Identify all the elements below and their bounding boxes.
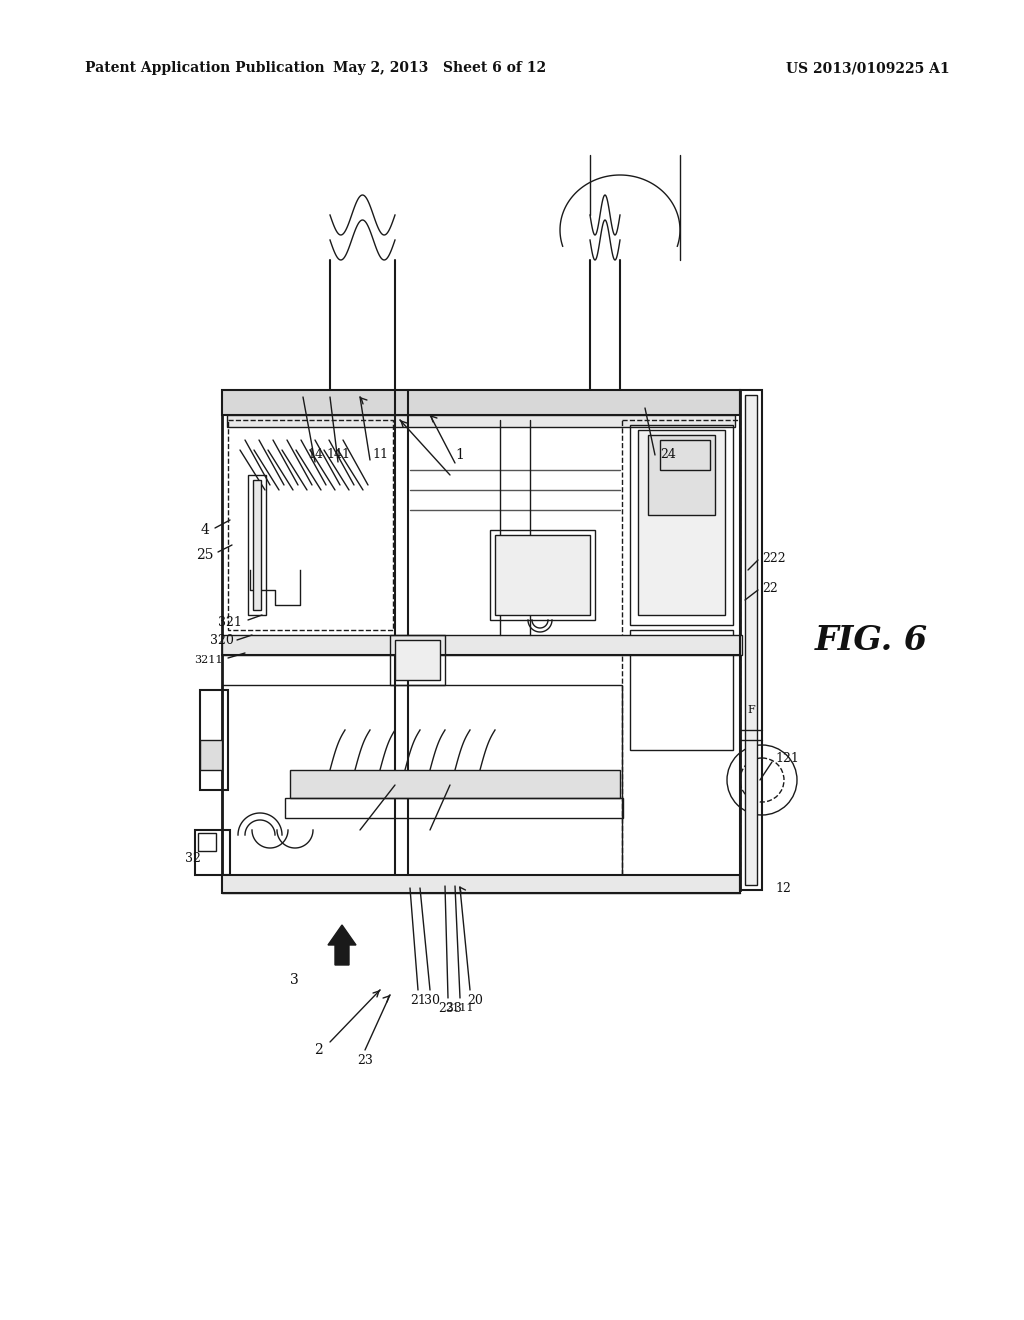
Bar	[660, 440, 710, 470]
Text: 32: 32	[185, 851, 201, 865]
Bar	[630, 425, 733, 624]
Text: 321: 321	[218, 615, 242, 628]
Bar	[740, 389, 762, 890]
Text: 121: 121	[775, 751, 799, 764]
Text: 22: 22	[762, 582, 778, 594]
Bar	[648, 436, 715, 515]
Bar	[745, 395, 757, 884]
Bar	[228, 420, 393, 630]
Text: 2: 2	[313, 1043, 323, 1057]
Text: FIG. 6: FIG. 6	[815, 623, 928, 656]
Bar	[222, 635, 742, 655]
Bar	[248, 475, 266, 615]
Text: Patent Application Publication: Patent Application Publication	[85, 61, 325, 75]
Bar	[495, 535, 590, 615]
Text: US 2013/0109225 A1: US 2013/0109225 A1	[786, 61, 950, 75]
Text: 2111: 2111	[445, 1003, 474, 1012]
Text: 14: 14	[307, 447, 323, 461]
Text: F: F	[748, 705, 755, 715]
Bar	[222, 389, 740, 890]
Bar	[630, 630, 733, 750]
Bar	[227, 414, 735, 426]
Text: 20: 20	[467, 994, 483, 1006]
Bar	[198, 833, 216, 851]
Bar	[290, 770, 620, 799]
Text: 23: 23	[357, 1053, 373, 1067]
Bar	[200, 690, 228, 789]
Bar	[638, 430, 725, 615]
Text: 21: 21	[410, 994, 426, 1006]
Text: 141: 141	[326, 447, 350, 461]
Text: 1: 1	[456, 447, 465, 462]
Text: 30: 30	[424, 994, 440, 1006]
Bar	[395, 640, 440, 680]
Bar	[390, 635, 445, 685]
Text: 12: 12	[775, 882, 791, 895]
Bar	[222, 685, 622, 880]
Bar	[200, 741, 222, 770]
Text: 24: 24	[660, 449, 676, 462]
Bar	[222, 389, 740, 414]
FancyArrow shape	[328, 925, 356, 965]
Text: 4: 4	[201, 523, 210, 537]
Bar	[285, 799, 623, 818]
Text: 222: 222	[762, 552, 785, 565]
Bar	[195, 830, 230, 875]
Bar	[490, 531, 595, 620]
Bar	[253, 480, 261, 610]
Text: May 2, 2013   Sheet 6 of 12: May 2, 2013 Sheet 6 of 12	[334, 61, 547, 75]
Text: 25: 25	[197, 548, 214, 562]
Text: 3211: 3211	[194, 655, 222, 665]
Text: 320: 320	[210, 634, 233, 647]
Text: 3: 3	[290, 973, 298, 987]
Text: 11: 11	[372, 447, 388, 461]
Text: 233: 233	[438, 1002, 462, 1015]
Bar	[222, 875, 740, 894]
Bar	[622, 420, 740, 890]
